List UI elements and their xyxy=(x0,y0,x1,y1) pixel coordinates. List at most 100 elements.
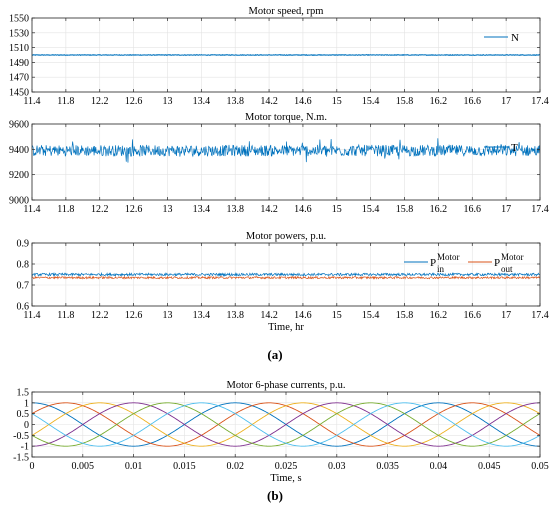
x-tick-label: 0.01 xyxy=(125,461,143,472)
panel-label-b: (b) xyxy=(267,488,283,503)
chart-title: Motor speed, rpm xyxy=(249,6,324,17)
x-tick-label: 17 xyxy=(501,204,511,215)
x-tick-label: 15.8 xyxy=(396,96,414,107)
x-tick-label: 11.8 xyxy=(57,96,74,107)
x-tick-label: 12.6 xyxy=(125,204,143,215)
legend-label-superscript: Motor xyxy=(501,252,524,262)
x-tick-label: 11.4 xyxy=(23,204,40,215)
x-tick-label: 12.6 xyxy=(125,310,143,321)
x-tick-label: 11.4 xyxy=(23,310,40,321)
x-tick-label: 14.2 xyxy=(260,310,278,321)
y-tick-label: 1470 xyxy=(9,73,29,84)
series-line-1 xyxy=(32,53,540,57)
y-tick-label: 1510 xyxy=(9,43,29,54)
x-tick-label: 0.035 xyxy=(376,461,399,472)
y-tick-label: 0 xyxy=(24,420,29,431)
y-tick-label: -1.5 xyxy=(13,453,29,464)
x-tick-label: 16.6 xyxy=(464,204,482,215)
x-tick-label: 13 xyxy=(162,96,172,107)
y-tick-label: 9000 xyxy=(9,196,29,207)
x-tick-label: 16.2 xyxy=(430,96,448,107)
x-tick-label: 17.4 xyxy=(531,310,549,321)
x-tick-label: 13.4 xyxy=(193,204,211,215)
series-line-2 xyxy=(32,275,540,280)
x-tick-label: 14.6 xyxy=(294,96,312,107)
axes-frame xyxy=(31,123,541,201)
y-tick-label: -0.5 xyxy=(13,431,29,442)
x-tick-label: 0.025 xyxy=(275,461,298,472)
x-tick-label: 13.4 xyxy=(193,96,211,107)
x-tick-label: 14.6 xyxy=(294,310,312,321)
x-tick-label: 13.8 xyxy=(226,204,244,215)
y-tick-label: 1.5 xyxy=(17,388,30,399)
x-tick-label: 15 xyxy=(332,310,342,321)
x-tick-label: 15 xyxy=(332,204,342,215)
x-axis-label: Time, s xyxy=(270,473,301,484)
x-tick-label: 15 xyxy=(332,96,342,107)
x-tick-label: 17.4 xyxy=(531,96,549,107)
chart-title: Motor powers, p.u. xyxy=(246,231,326,242)
x-tick-label: 13.8 xyxy=(226,310,244,321)
x-tick-label: 14.2 xyxy=(260,204,278,215)
series-group xyxy=(32,53,540,57)
series-group xyxy=(32,138,540,163)
plot-area xyxy=(32,124,540,200)
x-tick-label: 15.4 xyxy=(362,310,380,321)
y-tick-label: 0.7 xyxy=(17,281,30,292)
x-tick-label: 12.2 xyxy=(91,310,109,321)
x-tick-label: 15.4 xyxy=(362,204,380,215)
x-tick-label: 16.6 xyxy=(464,96,482,107)
legend-label: N xyxy=(511,32,519,44)
x-tick-label: 0.03 xyxy=(328,461,346,472)
x-tick-label: 0.045 xyxy=(478,461,501,472)
x-tick-label: 11.8 xyxy=(57,310,74,321)
y-tick-label: 1 xyxy=(24,398,29,409)
x-tick-label: 16.2 xyxy=(430,310,448,321)
y-tick-label: 1550 xyxy=(9,14,29,25)
x-tick-label: 0.04 xyxy=(430,461,448,472)
series-group xyxy=(32,271,540,280)
chart-1: 11.4 11.8 12.2 12.6 13 13.4 13.8 14.2 14.6 15 15.4… xyxy=(9,6,549,107)
legend-label-subscript: out xyxy=(501,264,513,274)
plots-layer: 11.4 11.8 12.2 12.6 13 13.4 13.8 14.2 14.6 15 15.4… xyxy=(9,6,549,484)
chart-title: Motor 6-phase currents, p.u. xyxy=(227,380,346,391)
legend-label-subscript: in xyxy=(437,264,445,274)
y-tick-label: 0.9 xyxy=(17,239,30,250)
series-line-1 xyxy=(32,138,540,163)
legend-label-1: P xyxy=(430,257,436,269)
x-tick-label: 17 xyxy=(501,310,511,321)
phase-current-line-6 xyxy=(32,402,540,447)
x-tick-label: 13 xyxy=(162,310,172,321)
x-tick-label: 13 xyxy=(162,204,172,215)
x-tick-label: 12.2 xyxy=(91,96,109,107)
series-group xyxy=(32,402,540,447)
x-tick-label: 0 xyxy=(30,461,35,472)
legend-label: T xyxy=(511,142,518,154)
y-tick-label: 1490 xyxy=(9,58,29,69)
chart-2: 11.4 11.8 12.2 12.6 13 13.4 13.8 14.2 14.6 15 15.4… xyxy=(9,112,549,215)
x-tick-label: 14.6 xyxy=(294,204,312,215)
series-line-1 xyxy=(32,271,540,278)
x-tick-label: 0.015 xyxy=(173,461,196,472)
x-tick-label: 0.005 xyxy=(72,461,95,472)
axes-frame xyxy=(31,17,541,93)
chart-4: 0 0.005 0.01 0.015 0.02 0.025 0.03 0.035 0.04 0.0… xyxy=(13,380,549,484)
x-tick-label: 16.2 xyxy=(430,204,448,215)
y-tick-label: 9400 xyxy=(9,145,29,156)
x-axis-label: Time, hr xyxy=(268,322,304,333)
x-tick-label: 0.02 xyxy=(226,461,244,472)
y-tick-label: 0.6 xyxy=(17,302,30,313)
y-tick-label: 1450 xyxy=(9,88,29,99)
x-tick-label: 12.6 xyxy=(125,96,143,107)
axes-frame xyxy=(31,242,541,307)
x-tick-label: 0.05 xyxy=(531,461,549,472)
x-tick-label: 16.6 xyxy=(464,310,482,321)
chart-title: Motor torque, N.m. xyxy=(245,112,327,123)
x-tick-label: 11.8 xyxy=(57,204,74,215)
x-tick-label: 11.4 xyxy=(23,96,40,107)
y-tick-label: 9600 xyxy=(9,120,29,131)
x-tick-label: 17.4 xyxy=(531,204,549,215)
legend-label-2: P xyxy=(494,257,500,269)
x-tick-label: 15.8 xyxy=(396,204,414,215)
x-tick-label: 17 xyxy=(501,96,511,107)
